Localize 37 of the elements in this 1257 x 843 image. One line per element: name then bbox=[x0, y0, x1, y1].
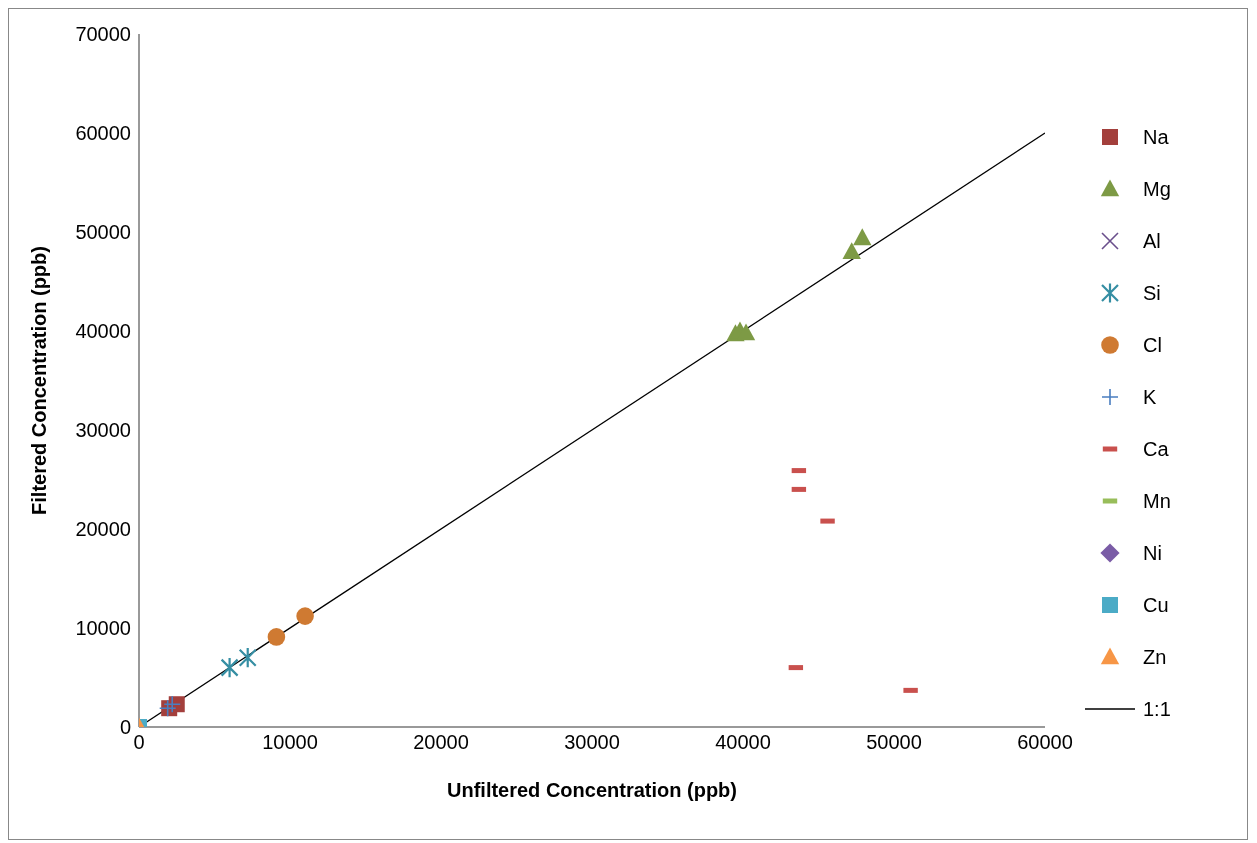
y-axis-title: Filtered Concentration (ppb) bbox=[28, 246, 51, 515]
x-tick-label: 30000 bbox=[564, 731, 620, 754]
y-tick-label: 70000 bbox=[75, 23, 131, 46]
x-axis-title: Unfiltered Concentration (ppb) bbox=[447, 779, 737, 801]
y-tick-label: 0 bbox=[119, 716, 131, 739]
x-tick-label: 50000 bbox=[866, 731, 922, 754]
legend-label: Cl bbox=[1143, 333, 1162, 357]
legend-label: Zn bbox=[1143, 645, 1167, 669]
y-tick-label: 10000 bbox=[75, 617, 131, 640]
point bbox=[163, 695, 182, 714]
legend-label: K bbox=[1143, 385, 1157, 409]
y-tick-label: 30000 bbox=[75, 419, 131, 442]
point bbox=[842, 242, 861, 259]
point bbox=[853, 228, 872, 246]
legend-label: Cu bbox=[1143, 593, 1169, 617]
y-tick-label: 40000 bbox=[75, 320, 131, 343]
point bbox=[220, 656, 239, 679]
x-tick-label: 60000 bbox=[1017, 731, 1073, 754]
y-tick-label: 20000 bbox=[75, 518, 131, 541]
legend-label: Ni bbox=[1143, 541, 1162, 565]
legend-label: 1:1 bbox=[1143, 697, 1171, 721]
legend-label: Mn bbox=[1143, 489, 1171, 513]
legend-label: Mg bbox=[1143, 177, 1171, 201]
legend-label: Al bbox=[1143, 229, 1161, 253]
legend-label: Ca bbox=[1143, 437, 1169, 461]
point bbox=[296, 607, 314, 625]
point bbox=[267, 628, 286, 646]
legend-label: Si bbox=[1143, 281, 1161, 305]
y-tick-label: 50000 bbox=[75, 221, 131, 244]
x-tick-label: 40000 bbox=[715, 731, 771, 754]
x-tick-label: 20000 bbox=[413, 731, 469, 754]
x-tick-label: 0 bbox=[133, 731, 145, 754]
legend-label: Na bbox=[1143, 125, 1169, 149]
chart-frame: Na Mg Al Si Cl K Ca Mn Ni Cu Zn 1:1 0 10000 20000 30000 40000 50000 60000 Unfiltered Concentration (ppb) 0 10000 20000 30000 40000 50000 60000 70000 Filtered Concentration (ppb) bbox=[8, 8, 1248, 840]
x-tick-label: 10000 bbox=[262, 731, 318, 754]
point bbox=[238, 647, 257, 669]
y-tick-label: 60000 bbox=[75, 122, 131, 145]
